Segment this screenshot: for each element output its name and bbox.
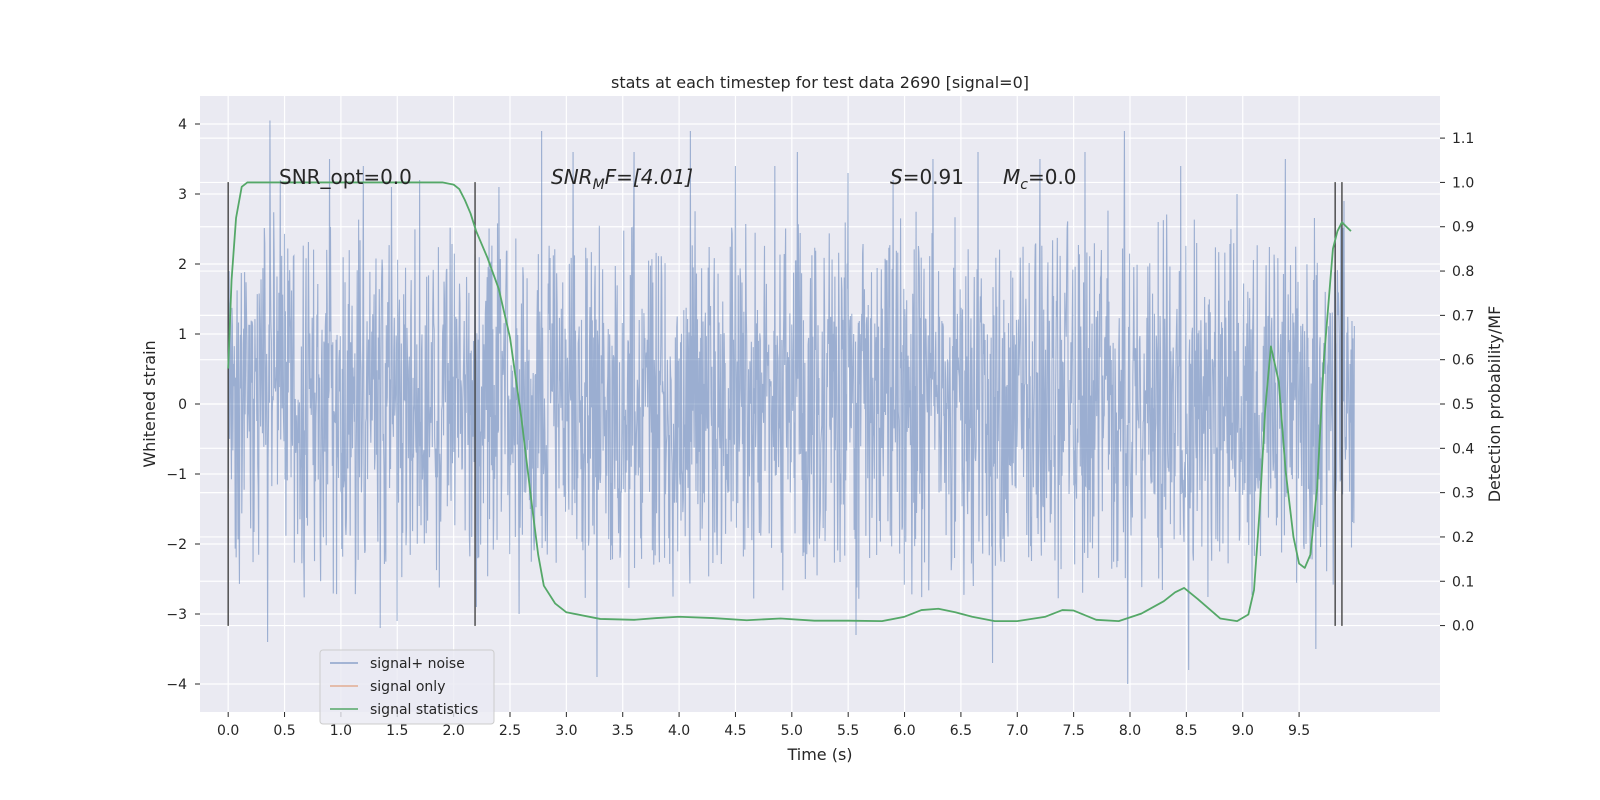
snr-mf-rest: F=[4.01] — [605, 165, 693, 189]
snr-mf-annotation: SNRMF=[4.01] — [551, 165, 693, 193]
y-right-tick-label: 0.0 — [1452, 619, 1474, 635]
x-tick-label: 3.0 — [555, 723, 577, 739]
x-tick-label: 8.0 — [1119, 723, 1141, 739]
x-tick-label: 7.5 — [1063, 723, 1085, 739]
y-tick-label: −2 — [166, 537, 187, 553]
s-value: =0.91 — [903, 165, 964, 189]
x-tick-label: 0.0 — [217, 723, 239, 739]
legend-label-signal-statistics: signal statistics — [370, 702, 478, 718]
x-tick-label: 1.0 — [330, 723, 352, 739]
snr-mf-sub: M — [593, 177, 605, 193]
x-tick-label: 5.5 — [837, 723, 859, 739]
mc-annotation: Mc=0.0 — [1003, 165, 1077, 193]
s-annotation: S=0.91 — [890, 165, 964, 189]
y-tick-label: 0 — [178, 397, 187, 413]
vertical-markers — [227, 182, 1343, 626]
x-tick-label: 5.0 — [781, 723, 803, 739]
x-tick-label: 4.0 — [668, 723, 690, 739]
y-tick-label: 3 — [178, 187, 187, 203]
mc-value: =0.0 — [1028, 165, 1077, 189]
y-right-tick-label: 1.0 — [1452, 175, 1474, 191]
y-tick-label: 1 — [178, 327, 187, 343]
y-right-tick-label: 0.5 — [1452, 397, 1474, 413]
y-right-tick-label: 0.6 — [1452, 353, 1474, 369]
y-axis-label: Whitened strain — [140, 340, 159, 467]
y-right-tick-label: 0.1 — [1452, 574, 1474, 590]
y-axis-right: 0.0 0.1 0.2 0.3 0.4 0.5 0.6 0.7 0.8 0.9 1.0 1.1 — [1440, 131, 1474, 635]
y-tick-label: −1 — [166, 467, 187, 483]
x-tick-label: 2.5 — [499, 723, 521, 739]
y-right-tick-label: 0.3 — [1452, 486, 1474, 502]
legend-label-signal-only: signal only — [370, 679, 445, 695]
snr-mf-base: SNR — [551, 165, 593, 189]
y-axis-left: −4 −3 −2 −1 0 1 2 3 4 — [166, 117, 200, 693]
y-right-tick-label: 0.2 — [1452, 530, 1474, 546]
x-tick-label: 1.5 — [386, 723, 408, 739]
signal-statistics-line — [227, 181, 1352, 623]
x-axis: 0.0 0.5 1.0 1.5 2.0 2.5 3.0 3.5 4.0 4.5 5.0 5.5 6.0 6… — [217, 712, 1310, 739]
signal-noise-series — [227, 120, 1355, 685]
x-tick-label: 4.5 — [724, 723, 746, 739]
signal-noise-line — [227, 120, 1355, 685]
x-tick-label: 2.0 — [443, 723, 465, 739]
y-right-tick-label: 1.1 — [1452, 131, 1474, 147]
mc-sub: c — [1020, 177, 1028, 193]
y-tick-label: −4 — [166, 677, 187, 693]
mc-symbol: M — [1003, 165, 1020, 189]
y-right-tick-label: 0.4 — [1452, 441, 1474, 457]
x-tick-label: 0.5 — [273, 723, 295, 739]
s-symbol: S — [890, 165, 903, 189]
y-axis-right-label: Detection probability/MF — [1485, 306, 1504, 503]
legend-box — [319, 649, 495, 725]
legend-label-signal-noise: signal+ noise — [370, 656, 465, 672]
y-right-tick-label: 0.9 — [1452, 220, 1474, 236]
x-axis-label: Time (s) — [786, 745, 852, 764]
x-tick-label: 6.0 — [893, 723, 915, 739]
x-tick-label: 9.5 — [1288, 723, 1310, 739]
legend: signal+ noise signal only signal statist… — [319, 649, 495, 725]
y-tick-label: 4 — [178, 117, 187, 133]
signal-statistics-series — [227, 181, 1352, 623]
x-tick-label: 7.0 — [1006, 723, 1028, 739]
x-tick-label: 9.0 — [1232, 723, 1254, 739]
y-right-tick-label: 0.7 — [1452, 308, 1474, 324]
x-tick-label: 3.5 — [612, 723, 634, 739]
y-right-tick-label: 0.8 — [1452, 264, 1474, 280]
x-tick-label: 8.5 — [1175, 723, 1197, 739]
x-tick-label: 6.5 — [950, 723, 972, 739]
snr-opt-annotation: SNR_opt=0.0 — [279, 165, 412, 189]
chart-title: stats at each timestep for test data 269… — [611, 73, 1029, 92]
y-tick-label: −3 — [166, 607, 187, 623]
y-tick-label: 2 — [178, 257, 187, 273]
